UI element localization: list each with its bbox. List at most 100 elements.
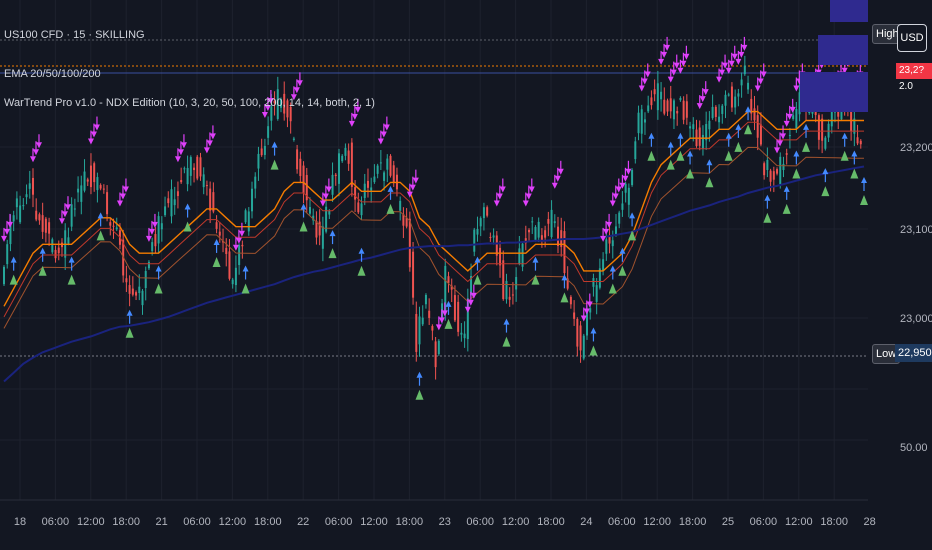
candle-body bbox=[357, 202, 360, 213]
candle-body bbox=[660, 91, 663, 100]
candle-body bbox=[772, 171, 775, 180]
candle-body bbox=[354, 187, 357, 200]
sell-arrow bbox=[680, 60, 687, 67]
sell-arrow bbox=[670, 69, 677, 76]
candle-body bbox=[682, 100, 685, 120]
candle-body bbox=[289, 106, 292, 122]
buy-triangle bbox=[763, 212, 772, 223]
sell-arrow bbox=[151, 221, 158, 228]
buy-arrow bbox=[629, 212, 636, 219]
candle-body bbox=[325, 206, 328, 232]
candle-body bbox=[347, 150, 350, 164]
candle-body bbox=[215, 222, 218, 229]
candle-body bbox=[734, 96, 737, 108]
buy-arrow bbox=[619, 247, 626, 254]
candle-body bbox=[241, 244, 244, 247]
candle-body bbox=[373, 176, 376, 183]
high-label: High bbox=[872, 24, 903, 44]
candle-body bbox=[138, 286, 141, 294]
candle-body bbox=[176, 191, 179, 197]
candle-body bbox=[592, 278, 595, 287]
sell-arrow bbox=[754, 85, 761, 92]
time-tick-label: 24 bbox=[580, 516, 592, 528]
buy-triangle bbox=[444, 318, 453, 329]
candle-body bbox=[698, 127, 701, 146]
candle-body bbox=[585, 310, 588, 336]
sell-arrow bbox=[728, 60, 735, 67]
candle-body bbox=[798, 92, 801, 115]
sell-arrow bbox=[203, 147, 210, 154]
ema-legend[interactable]: EMA 20/50/100/200 bbox=[4, 68, 101, 80]
candle-body bbox=[83, 171, 86, 191]
candle-body bbox=[115, 227, 118, 230]
candle-body bbox=[634, 141, 637, 160]
sell-arrow bbox=[122, 186, 129, 193]
candle-body bbox=[189, 157, 192, 176]
candle-body bbox=[653, 89, 656, 95]
candle-body bbox=[315, 221, 318, 238]
candle-body bbox=[128, 285, 131, 294]
candle-body bbox=[708, 120, 711, 130]
sell-arrow bbox=[786, 113, 793, 120]
candle-body bbox=[595, 285, 598, 302]
low-price-tag: 22,950.8 bbox=[895, 344, 932, 362]
sell-arrow bbox=[673, 62, 680, 69]
buy-triangle bbox=[686, 168, 695, 179]
time-tick-label: 18:00 bbox=[679, 516, 707, 528]
candle-body bbox=[521, 243, 524, 267]
sell-arrow bbox=[238, 230, 245, 237]
candle-body bbox=[476, 229, 479, 235]
sell-arrow bbox=[696, 103, 703, 110]
candle-body bbox=[238, 245, 241, 265]
sell-arrow bbox=[583, 308, 590, 315]
candle-body bbox=[428, 310, 431, 318]
sell-arrow bbox=[267, 98, 274, 104]
candle-body bbox=[569, 296, 572, 305]
sell-arrow bbox=[557, 168, 564, 175]
candle-body bbox=[25, 194, 28, 198]
buy-arrow bbox=[803, 123, 810, 130]
candle-body bbox=[57, 247, 60, 254]
sell-arrow bbox=[209, 133, 216, 140]
candle-body bbox=[106, 192, 109, 215]
buy-arrow bbox=[861, 177, 867, 183]
time-axis[interactable]: 18 06:00 12:00 18:00 21 06:00 12:00 18:00 22 06:0… bbox=[0, 499, 932, 550]
symbol-legend[interactable]: US100 CFD · 15 · SKILLING bbox=[4, 29, 145, 41]
price-axis[interactable]: 23,200.0 23,100.0 23,000.0 50.00 bbox=[868, 0, 932, 500]
candle-body bbox=[508, 296, 511, 300]
currency-button[interactable]: USD bbox=[897, 24, 927, 52]
buy-arrow bbox=[474, 256, 481, 263]
candle-body bbox=[627, 187, 630, 205]
sell-arrow bbox=[757, 78, 764, 85]
indicator-legend[interactable]: WarTrend Pro v1.0 - NDX Edition (10, 3, … bbox=[4, 97, 375, 109]
sell-arrow bbox=[264, 105, 271, 111]
sell-arrow bbox=[716, 76, 723, 83]
candle-body bbox=[12, 215, 15, 222]
candle-body bbox=[267, 126, 270, 138]
buy-triangle bbox=[328, 248, 337, 259]
buy-triangle bbox=[212, 256, 221, 267]
candle-body bbox=[424, 294, 427, 305]
candle-body bbox=[663, 99, 666, 114]
candle-body bbox=[453, 295, 456, 321]
sell-arrow bbox=[528, 186, 535, 193]
sell-arrow bbox=[177, 149, 184, 156]
time-tick-label: 12:00 bbox=[77, 516, 105, 528]
buy-arrow bbox=[97, 212, 104, 219]
candle-body bbox=[260, 148, 263, 156]
candle-body bbox=[318, 221, 321, 236]
candle-body bbox=[19, 205, 22, 223]
sell-arrow bbox=[586, 301, 593, 308]
candle-body bbox=[740, 79, 743, 86]
candle-body bbox=[73, 208, 76, 210]
candle-body bbox=[460, 332, 463, 335]
candle-body bbox=[444, 265, 447, 314]
candle-body bbox=[86, 179, 89, 182]
buy-triangle bbox=[850, 168, 859, 179]
sell-arrow bbox=[441, 310, 448, 317]
time-tick-label: 18:00 bbox=[820, 516, 848, 528]
candle-body bbox=[421, 317, 424, 325]
candle-body bbox=[170, 189, 173, 217]
chart-grid bbox=[0, 0, 871, 500]
